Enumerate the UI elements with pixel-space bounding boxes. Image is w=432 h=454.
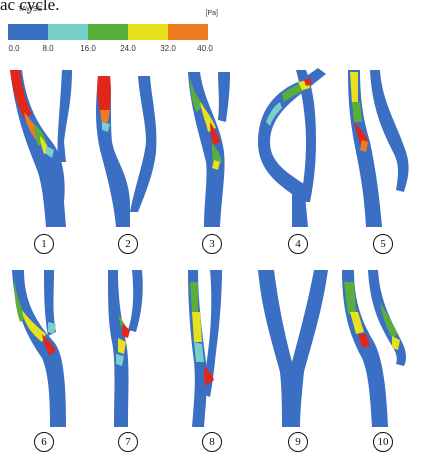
legend-tick: 16.0 (80, 44, 96, 53)
vessel-model-9 (258, 270, 328, 427)
panel-label-1: 1 (34, 234, 54, 254)
legend-title: TAWSS (18, 6, 43, 13)
vessel-model-4 (258, 68, 326, 227)
vessel-panel-4 (252, 62, 332, 252)
vessel-model-2 (96, 76, 157, 227)
vessel-panel-6 (6, 262, 86, 452)
vessel-panel-10 (334, 262, 414, 452)
panel-label-8: 8 (202, 432, 222, 452)
panel-label-4: 4 (288, 234, 308, 254)
vessel-panel-1 (6, 62, 86, 252)
legend-tick: 32.0 (160, 44, 176, 53)
panel-label-9: 9 (288, 432, 308, 452)
vessel-model-3 (188, 72, 230, 227)
panel-label-3: 3 (202, 234, 222, 254)
legend-swatch-5 (168, 24, 208, 40)
panel-label-7: 7 (118, 432, 138, 452)
panel-label-2: 2 (118, 234, 138, 254)
legend-tick: 40.0 (197, 44, 213, 53)
vessel-model-7 (108, 270, 143, 427)
legend-unit: [Pa] (205, 10, 218, 17)
vessel-model-10 (342, 270, 406, 427)
legend-swatch-1 (8, 24, 48, 40)
vessel-panel-8 (170, 262, 250, 452)
vessel-panel-3 (170, 62, 250, 252)
panel-label-6: 6 (34, 432, 54, 452)
tawss-legend: TAWSS [Pa] 0.0 8.0 16.0 24.0 32.0 40.0 (8, 6, 218, 56)
legend-swatch-3 (88, 24, 128, 40)
legend-colorbar (8, 24, 208, 40)
panel-label-10: 10 (373, 432, 393, 452)
vessel-model-6 (12, 270, 66, 427)
vessel-model-5 (348, 70, 409, 227)
vessel-model-1 (10, 70, 72, 227)
panel-label-5: 5 (373, 234, 393, 254)
legend-swatch-4 (128, 24, 168, 40)
vessel-panel-2 (88, 62, 168, 252)
vessel-panel-5 (334, 62, 414, 252)
vessel-panel-7 (88, 262, 168, 452)
vessel-panel-9 (252, 262, 332, 452)
legend-tick: 0.0 (8, 44, 20, 53)
caption-fragment: ac cycle. (0, 0, 60, 14)
legend-tick: 24.0 (120, 44, 136, 53)
legend-tick: 8.0 (42, 44, 54, 53)
vessel-model-8 (188, 270, 222, 427)
legend-swatch-2 (48, 24, 88, 40)
